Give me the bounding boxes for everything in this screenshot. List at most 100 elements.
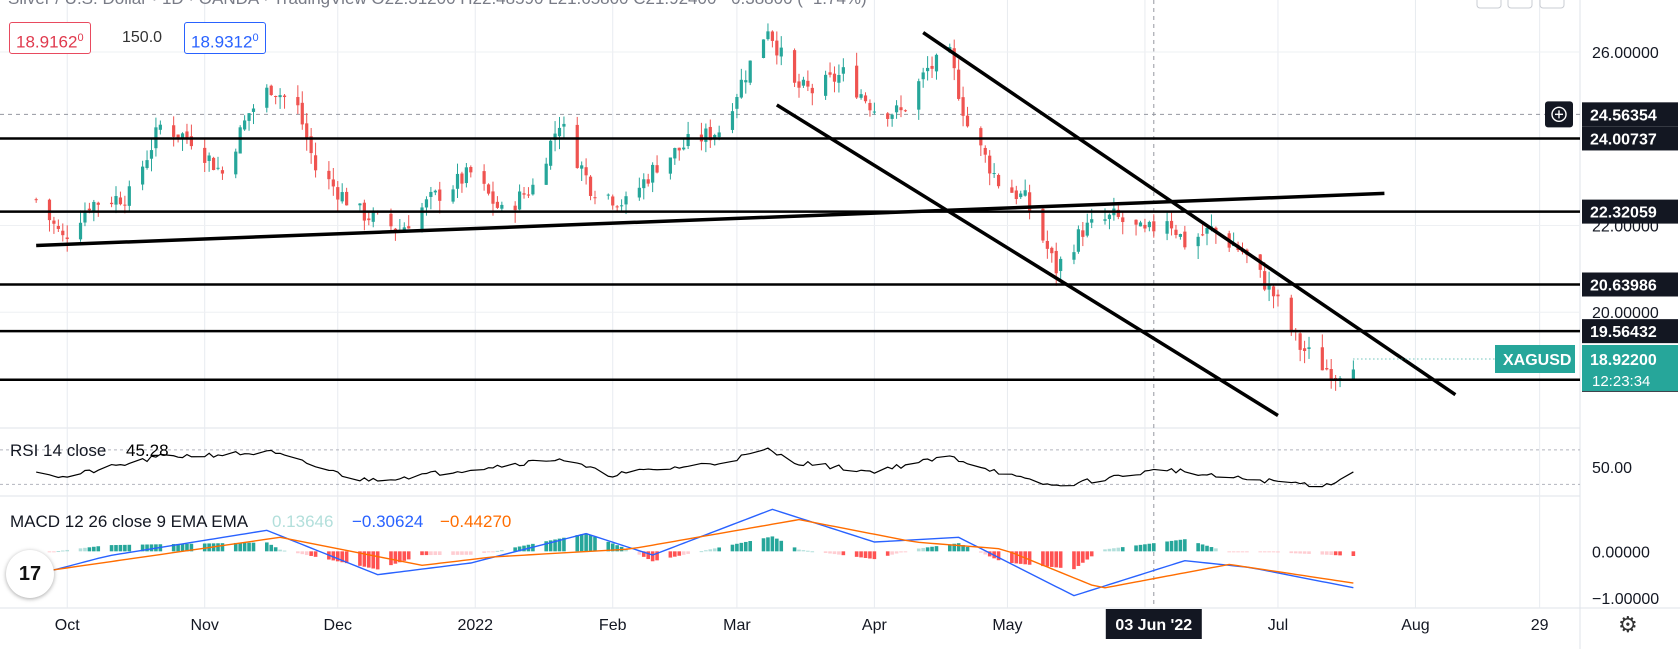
candle-body [1183, 231, 1187, 248]
candle-body [513, 205, 517, 211]
candle-body [96, 202, 100, 205]
macd-histogram-bar [544, 541, 548, 552]
macd-histogram-bar [934, 546, 939, 552]
candle-body [1116, 209, 1120, 217]
macd-histogram-bar [375, 551, 380, 570]
sell-price: 18.9162 [16, 32, 78, 52]
macd-histogram-bar [668, 551, 673, 558]
candle-body [203, 147, 207, 163]
candle-body [145, 160, 149, 168]
candle-body [1205, 227, 1209, 234]
candle-body [1178, 234, 1183, 237]
candle-body [1121, 217, 1125, 223]
candle-body [278, 95, 282, 98]
macd-histogram-bar [1307, 551, 1311, 554]
candle-body [176, 134, 180, 138]
candle-body [52, 220, 56, 224]
macd-histogram-bar [925, 547, 930, 552]
macd-histogram-bar [1183, 539, 1187, 552]
macd-histogram-bar [109, 545, 114, 552]
macd-histogram-bar [278, 549, 282, 552]
candle-body [1019, 193, 1023, 198]
macd-histogram-bar [149, 544, 154, 552]
candle-body [917, 81, 921, 110]
macd-histogram-bar [1200, 544, 1205, 552]
candle-body [615, 206, 619, 208]
candle-body [965, 115, 970, 127]
rsi-line [36, 447, 1354, 488]
macd-tick-label: 0.00000 [1592, 544, 1650, 561]
settings-gear-icon[interactable]: ⚙ [1618, 612, 1638, 637]
price-label-box [1582, 126, 1678, 151]
candle-body [455, 173, 460, 189]
macd-histogram-bar [114, 545, 118, 552]
candle-body [389, 213, 393, 227]
macd-histogram-bar [491, 551, 495, 553]
sell-price-box[interactable]: 18.91620 [9, 22, 91, 54]
macd-histogram-bar [562, 537, 566, 552]
macd-histogram-bar [296, 551, 300, 554]
macd-histogram-bar [1107, 548, 1112, 552]
macd-histogram-bar [469, 551, 473, 555]
macd-histogram-bar [717, 547, 721, 552]
candle-body [1059, 258, 1063, 272]
time-axis-label: Mar [723, 617, 751, 634]
candle-body [952, 48, 956, 69]
candle-body [979, 128, 983, 146]
candle-body [429, 191, 433, 197]
macd-histogram-bar [579, 534, 584, 552]
window-control-button [1476, 0, 1502, 9]
candle-body [464, 167, 468, 184]
macd-histogram-bar [264, 542, 269, 552]
macd-histogram-bar [956, 543, 961, 552]
macd-histogram-bar [358, 551, 362, 566]
candle-body [87, 208, 91, 211]
macd-histogram-bar [1085, 551, 1090, 560]
candle-body [1267, 284, 1271, 290]
macd-histogram-bar [313, 551, 318, 557]
candle-body [775, 40, 779, 56]
candle-body [282, 95, 287, 98]
macd-histogram-bar [841, 551, 846, 556]
candle-body [158, 124, 162, 130]
rsi-tick-label: 50.00 [1592, 460, 1632, 477]
macd-histogram-bar [78, 548, 83, 552]
candle-body [708, 126, 712, 141]
candle-body [1045, 240, 1049, 249]
chart-header-text: Silver / U.S. Dollar · 1D · OANDA · Trad… [8, 0, 867, 8]
candle-body [575, 124, 579, 168]
candle-body [522, 193, 526, 195]
macd-histogram-bar [557, 538, 562, 552]
candle-body [926, 67, 930, 72]
candle-body [593, 197, 597, 199]
macd-tick-label: −1.00000 [1592, 591, 1659, 608]
candle-body [207, 155, 211, 162]
time-axis-label: Feb [599, 617, 627, 634]
macd-histogram-bar [309, 551, 313, 556]
price-tick-label: 26.00000 [1592, 45, 1659, 62]
candle-body [309, 136, 313, 154]
current-price: 18.92200 [1590, 352, 1657, 369]
candle-body [983, 147, 987, 155]
macd-signal-line [36, 518, 1354, 589]
macd-histogram-bar [202, 543, 207, 552]
candle-body [238, 127, 242, 154]
macd-histogram-bar [1276, 551, 1280, 553]
buy-price-box[interactable]: 18.93120 [184, 22, 266, 54]
candle-body [828, 72, 832, 75]
time-axis-label: May [992, 617, 1022, 634]
macd-histogram-bar [681, 551, 686, 555]
candle-body [890, 114, 894, 119]
macd-histogram-bar [792, 547, 797, 552]
macd-histogram-bar [1289, 551, 1294, 554]
candle-body [677, 147, 681, 151]
window-control-button [1507, 0, 1533, 9]
macd-histogram-bar [1174, 540, 1178, 552]
tradingview-logo-icon[interactable]: 17 [6, 550, 54, 598]
macd-histogram-bar [517, 546, 522, 552]
sell-price-pip: 0 [77, 32, 84, 44]
macd-histogram-bar [593, 536, 597, 552]
candle-body [526, 194, 531, 196]
macd-histogram-bar [180, 543, 185, 552]
